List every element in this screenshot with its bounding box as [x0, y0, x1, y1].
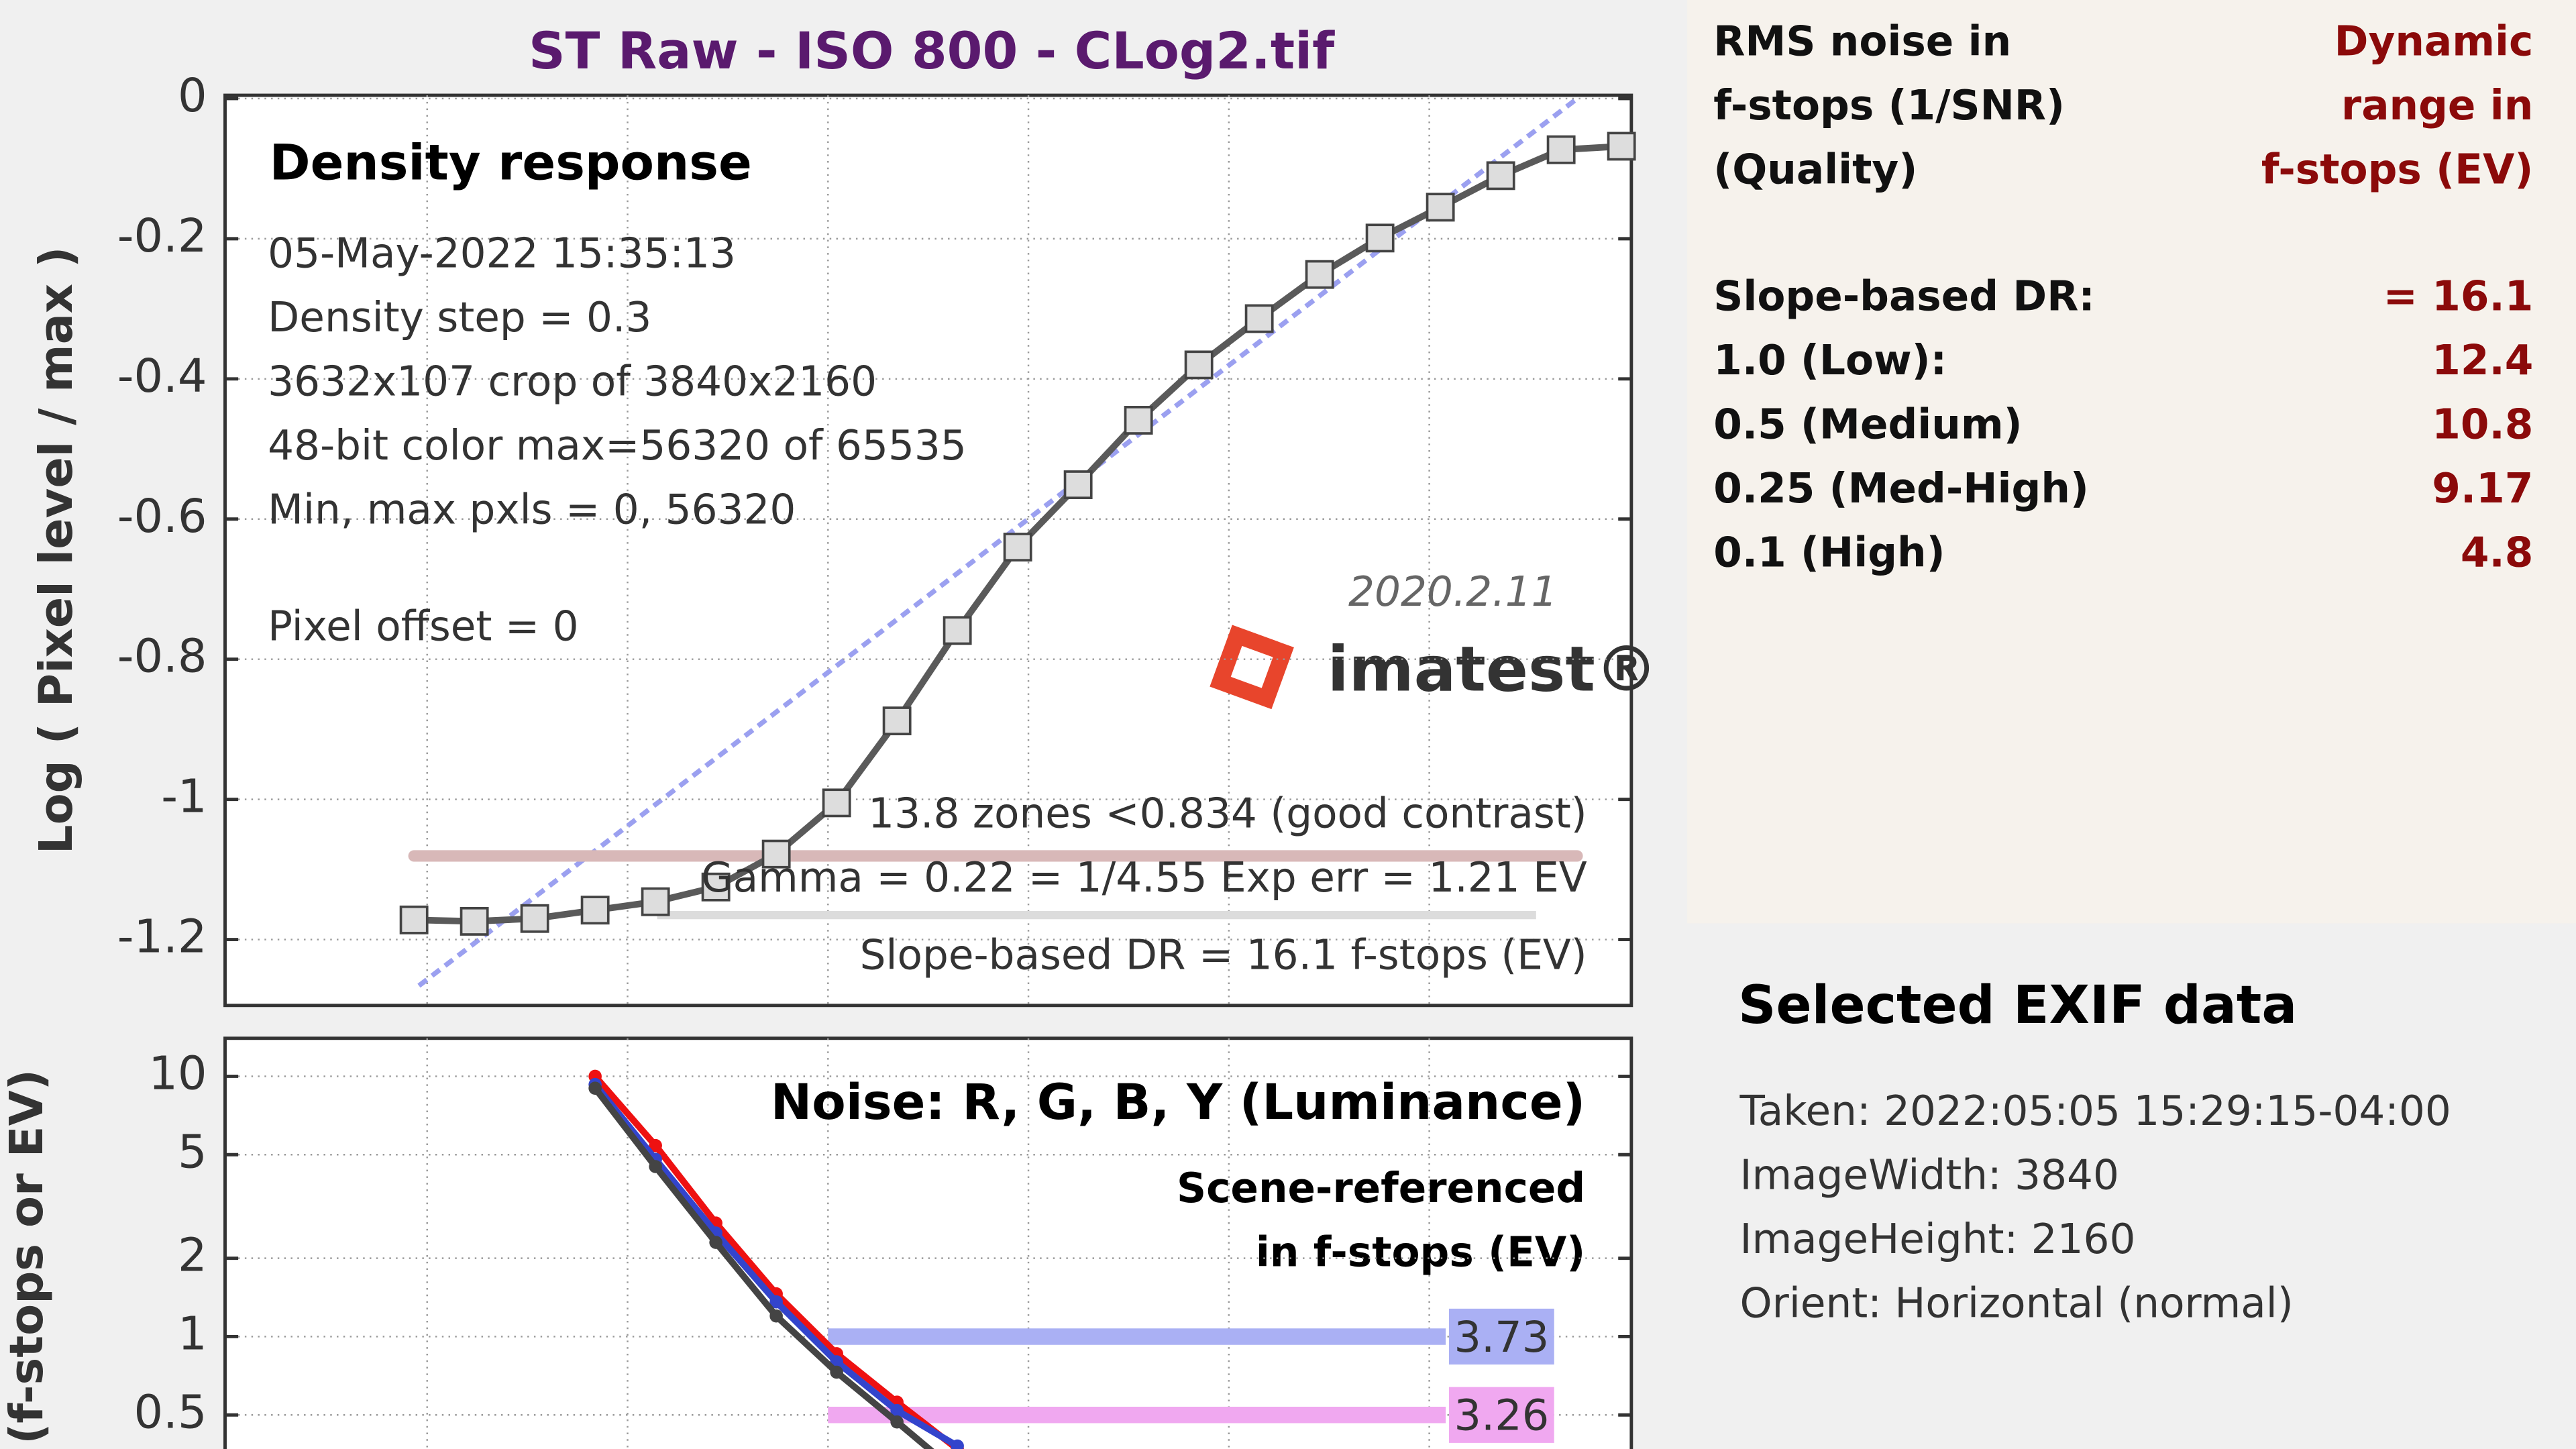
data-point [399, 905, 429, 934]
results-panel [1687, 0, 2576, 924]
y-axis-label: (f-stops or EV) [0, 1069, 54, 1444]
data-point [769, 1309, 783, 1323]
result: Gamma = 0.22 = 1/4.55 Exp err = 1.21 EV [701, 854, 1587, 902]
logo [1210, 625, 1294, 710]
exif-panel: Selected EXIF data Taken: 2022:05:05 15:… [1738, 975, 2451, 1327]
data-point [890, 1415, 904, 1429]
y-tick-label: -0.8 [117, 630, 207, 684]
y-tick-label: -0.2 [117, 209, 207, 263]
density-chart: ST Raw - ISO 800 - CLog2.tif Log ( Pixel… [30, 21, 1658, 979]
info: 48-bit color max=56320 of 65535 [268, 422, 967, 470]
data-point [943, 616, 972, 645]
info: Pixel offset = 0 [268, 603, 578, 651]
row-value: 12.4 [2432, 337, 2533, 384]
data-point [1063, 470, 1093, 499]
y-tick-label: 0.5 [134, 1385, 207, 1439]
data-point [822, 788, 851, 818]
row-value: 10.8 [2432, 400, 2533, 448]
data-point [1607, 131, 1636, 161]
data-point [830, 1365, 843, 1379]
row-value: = 16.1 [2383, 272, 2534, 320]
data-point [1003, 533, 1032, 561]
dr-label: 3.26 [1454, 1391, 1549, 1441]
y-tick-label: 10 [148, 1046, 207, 1100]
data-point [769, 1295, 783, 1309]
data-point [1365, 223, 1395, 253]
info: Min, max pxls = 0, 56320 [268, 486, 796, 534]
data-point [951, 1439, 964, 1449]
data-point [1244, 304, 1274, 333]
row-label: 1.0 (Low): [1713, 337, 1947, 384]
panel-header: Dynamic [2334, 18, 2534, 66]
info: Density step = 0.3 [268, 294, 651, 341]
data-point [1184, 350, 1214, 380]
data-point [460, 906, 489, 936]
exif-title: Selected EXIF data [1738, 975, 2297, 1036]
heading: Density response [270, 134, 752, 191]
noise-chart: (f-stops or EV) Noise: R, G, B, Y (Lumin… [0, 1046, 1631, 1449]
dr-label: 3.73 [1454, 1313, 1549, 1362]
data-point [641, 887, 670, 916]
row-label: Slope-based DR: [1713, 272, 2095, 320]
data-point [882, 706, 912, 736]
panel-header: f-stops (EV) [2261, 146, 2533, 194]
data-point [1426, 193, 1455, 222]
data-point [1305, 260, 1334, 289]
data-point [709, 1236, 722, 1249]
y-tick-label: -0.6 [117, 490, 207, 543]
exif-line: Taken: 2022:05:05 15:29:15-04:00 [1739, 1087, 2451, 1135]
data-point [890, 1403, 904, 1417]
data-point [1486, 161, 1515, 191]
subtitle: in f-stops (EV) [1256, 1229, 1585, 1277]
data-point [649, 1160, 662, 1173]
row-label: 0.25 (Med-High) [1713, 465, 2089, 513]
row-value: 4.8 [2461, 529, 2533, 576]
brand: imatest® [1328, 633, 1658, 705]
y-tick-label: 2 [178, 1229, 207, 1283]
y-tick-label: 5 [178, 1125, 207, 1179]
data-point [520, 904, 549, 933]
results-table: RMS noise in f-stops (1/SNR) (Quality) Dyna… [1713, 18, 2533, 577]
result: 13.8 zones <0.834 (good contrast) [868, 790, 1587, 838]
panel-header: range in [2341, 82, 2533, 129]
y-tick-label: -1.2 [117, 910, 207, 964]
data-point [761, 839, 791, 869]
info: 05-May-2022 15:35:13 [268, 230, 736, 278]
data-point [649, 1138, 662, 1152]
panel-header: RMS noise in [1713, 18, 2011, 66]
panel-header: (Quality) [1713, 146, 1917, 194]
exif-line: Orient: Horizontal (normal) [1739, 1280, 2293, 1328]
dr-label-box [1449, 1387, 1554, 1443]
data-point [588, 1081, 602, 1095]
result: Slope-based DR = 16.1 f-stops (EV) [860, 931, 1587, 979]
version: 2020.2.11 [1348, 568, 1558, 616]
row-label: 0.5 (Medium) [1713, 400, 2022, 448]
y-tick-label: -0.4 [117, 350, 207, 403]
info: 3632x107 crop of 3840x2160 [268, 358, 877, 406]
row-value: 9.17 [2432, 465, 2533, 513]
noise-plot [223, 1036, 1633, 1449]
y-tick-label: -1 [161, 770, 207, 824]
y-tick-label: 0 [178, 69, 207, 123]
subtitle: Scene-referenced [1177, 1165, 1585, 1212]
data-point [1546, 135, 1576, 164]
y-tick-label: 1 [178, 1307, 207, 1360]
y-axis-label: Log ( Pixel level / max ) [30, 247, 83, 854]
chart-title: ST Raw - ISO 800 - CLog2.tif [529, 21, 1335, 80]
data-point [1124, 406, 1153, 435]
panel-header: f-stops (1/SNR) [1713, 82, 2065, 129]
dr-label-box [1449, 1308, 1554, 1365]
data-point [580, 896, 610, 925]
row-label: 0.1 (High) [1713, 529, 1945, 576]
chart-title: Noise: R, G, B, Y (Luminance) [771, 1074, 1585, 1131]
exif-line: ImageHeight: 2160 [1739, 1216, 2135, 1263]
exif-line: ImageWidth: 3840 [1739, 1152, 2118, 1199]
data-point [701, 872, 731, 902]
